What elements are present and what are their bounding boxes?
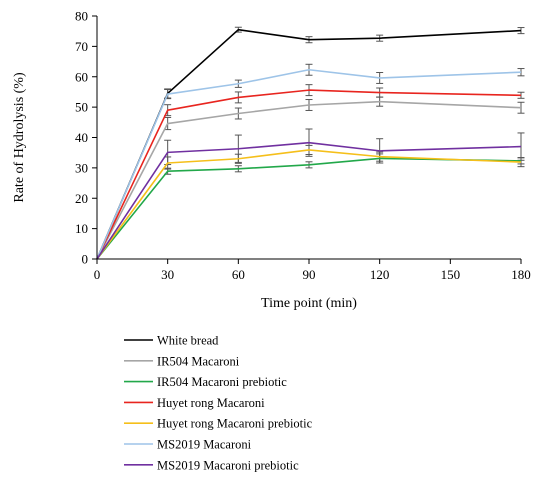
legend-item: MS2019 Macaroni prebiotic — [124, 458, 299, 472]
legend-label: MS2019 Macaroni — [157, 438, 252, 452]
x-tick-label: 150 — [441, 267, 461, 282]
legend-label: Huyet rong Macaroni prebiotic — [157, 417, 313, 431]
legend-item: MS2019 Macaroni — [124, 438, 252, 452]
y-tick-label: 10 — [75, 221, 88, 236]
x-tick-label: 90 — [303, 267, 316, 282]
series-lines — [96, 28, 522, 260]
x-ticks: 0 30 60 90 120 150 180 — [94, 259, 531, 282]
legend: White bread IR504 Macaroni IR504 Macaroni … — [124, 334, 313, 472]
legend-item: Huyet rong Macaroni — [124, 396, 265, 410]
x-tick-label: 60 — [232, 267, 245, 282]
y-tick-label: 70 — [75, 39, 88, 54]
legend-item: Huyet rong Macaroni prebiotic — [124, 417, 313, 431]
y-ticks: 0 10 20 30 40 50 60 70 80 — [75, 9, 97, 267]
series-line — [96, 157, 522, 260]
legend-item: White bread — [124, 334, 219, 348]
y-tick-label: 60 — [75, 69, 88, 84]
legend-label: White bread — [157, 334, 219, 348]
x-tick-label: 120 — [370, 267, 390, 282]
series-line — [96, 141, 522, 260]
series-line — [96, 149, 522, 260]
legend-item: IR504 Macaroni prebiotic — [124, 375, 287, 389]
series-line — [96, 100, 522, 260]
y-tick-label: 0 — [82, 252, 89, 267]
legend-label: MS2019 Macaroni prebiotic — [157, 458, 299, 472]
y-tick-label: 30 — [75, 160, 88, 175]
x-axis-title: Time point (min) — [261, 296, 357, 311]
y-tick-label: 80 — [75, 9, 88, 24]
legend-label: Huyet rong Macaroni — [157, 396, 265, 410]
legend-label: IR504 Macaroni prebiotic — [157, 375, 287, 389]
y-axis-title: Rate of Hydrolysis (%) — [12, 72, 27, 203]
error-bar — [517, 101, 525, 114]
y-tick-label: 20 — [75, 191, 88, 206]
series-line — [96, 89, 522, 260]
legend-item: IR504 Macaroni — [124, 354, 240, 368]
legend-label: IR504 Macaroni — [157, 354, 240, 368]
y-tick-label: 50 — [75, 100, 88, 115]
x-tick-label: 30 — [161, 267, 174, 282]
y-tick-label: 40 — [75, 130, 88, 145]
x-tick-label: 180 — [511, 267, 531, 282]
series-line — [96, 68, 522, 260]
x-tick-label: 0 — [94, 267, 101, 282]
